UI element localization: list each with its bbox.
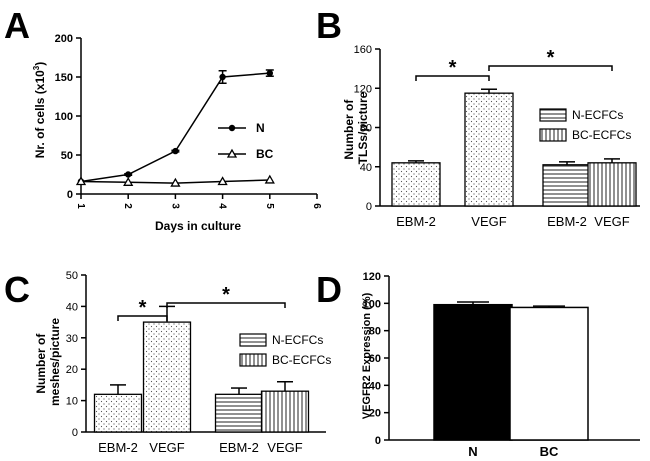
panel-label-a: A [4, 5, 30, 46]
chart-c-legend-swatch [239, 353, 267, 367]
chart-a-point-n [172, 147, 179, 155]
chart-a-point-bc [75, 176, 87, 186]
chart-c-bar [93, 393, 143, 433]
panel-label-c: C [4, 269, 30, 310]
chart-c-category-label: VEGF [149, 440, 184, 455]
chart-d-ytick-label: 40 [369, 380, 381, 392]
chart-a-legend-label-bc: BC [256, 147, 274, 161]
chart-c-ytick-label: 40 [66, 301, 78, 313]
chart-c-legend-swatch [239, 333, 267, 347]
chart-b-significance-bracket [488, 65, 613, 71]
chart-a-ytick-label: 200 [55, 33, 73, 45]
chart-a-xtick-label: 4 [217, 203, 228, 209]
chart-b-bar [587, 162, 637, 207]
chart-c-significance-bracket [166, 302, 286, 308]
chart-d-ytick-label: 100 [363, 298, 381, 310]
chart-b-ylabel-line2: TLSs/picture [356, 91, 370, 164]
chart-d-bar-bc [509, 306, 589, 441]
chart-c-bar [214, 393, 264, 433]
chart-b-bar [542, 164, 592, 207]
chart-a-xtick-label: 1 [75, 203, 86, 209]
chart-b-ytick-label: 80 [360, 123, 372, 135]
chart-b-significance-bracket [415, 75, 490, 81]
chart-b-bar [391, 162, 441, 207]
chart-c-ytick-label: 10 [66, 396, 78, 408]
chart-a-point-n [266, 69, 273, 77]
chart-b-ylabel-line1: Number of [342, 99, 356, 160]
chart-c-legend-label: BC-ECFCs [272, 353, 331, 367]
chart-b-category-label: VEGF [471, 214, 506, 229]
chart-a-point-bc [217, 176, 228, 186]
chart-a-xtick-label: 2 [122, 203, 133, 209]
chart-c-category-label: VEGF [267, 440, 302, 455]
chart-d-category-label: N [468, 444, 477, 459]
chart-b-significance-star: * [449, 57, 457, 79]
chart-a-xtick-label: 5 [264, 203, 275, 209]
chart-b-bar [464, 92, 514, 207]
chart-c-ylabel-line1: Number of [34, 333, 48, 394]
chart-a-xlabel: Days in culture [155, 219, 241, 233]
chart-c-category-label: EBM-2 [219, 440, 259, 455]
chart-a-xtick-label: 3 [169, 203, 180, 209]
chart-c-legend-label: N-ECFCs [272, 333, 323, 347]
chart-a-ylabel: Nr. of cells (x103) [32, 62, 47, 159]
chart-b-legend-swatch [539, 128, 567, 142]
chart-d-ytick-label: 60 [369, 353, 381, 365]
chart-b-ytick-label: 120 [354, 83, 372, 95]
chart-d-category-label: BC [540, 444, 559, 459]
chart-d-ytick-label: 0 [375, 435, 381, 447]
chart-a-point-bc [170, 177, 181, 187]
panel-label-d: D [316, 269, 342, 310]
chart-b-ytick-label: 0 [366, 201, 372, 213]
chart-b-ytick-label: 160 [354, 44, 372, 56]
chart-b-legend-label: N-ECFCs [572, 108, 623, 122]
chart-c-bar [142, 321, 192, 433]
chart-a-point-n [219, 73, 226, 81]
chart-c-ytick-label: 20 [66, 364, 78, 376]
chart-a-point-bc [123, 176, 134, 186]
chart-c-significance-star: * [139, 297, 147, 319]
chart-c-ytick-label: 0 [72, 427, 78, 439]
chart-c-ytick-label: 50 [66, 270, 78, 282]
chart-b-significance-star: * [547, 47, 555, 69]
chart-a-ytick-label: 0 [67, 189, 73, 201]
chart-d-ytick-label: 20 [369, 408, 381, 420]
chart-d-bar-n [433, 303, 513, 441]
chart-c-ylabel-line2: meshes/picture [48, 318, 62, 406]
chart-a-point-bc [264, 174, 275, 184]
chart-b-ytick-label: 40 [360, 162, 372, 174]
chart-d-ytick-label: 120 [363, 271, 381, 283]
chart-b-ylabel: Number of TLSs/picture [342, 91, 370, 164]
chart-a-ytick-label: 100 [55, 111, 73, 123]
chart-c-significance-star: * [222, 284, 230, 306]
chart-a-legend-marker [228, 124, 236, 132]
chart-a-ytick-label: 150 [55, 72, 73, 84]
chart-a-legend-marker [226, 148, 238, 158]
chart-a: Days in culture Nr. of cells (x103) 0 50 1… [32, 33, 322, 233]
chart-a-point-n [125, 171, 132, 178]
chart-c-bar [260, 390, 310, 433]
chart-a-legend-label-n: N [256, 121, 265, 135]
chart-d: VEGFR2 Expression (%) 0 20 40 60 80 100 120 N BC [361, 271, 640, 459]
chart-b-legend-swatch [539, 108, 567, 122]
chart-c-ylabel: Number of meshes/picture [34, 318, 62, 406]
chart-b: Number of TLSs/picture 0 40 80 120 160 EBM-2 V… [342, 44, 640, 229]
panel-label-b: B [316, 5, 342, 46]
chart-d-ylabel: VEGFR2 Expression (%) [361, 292, 373, 419]
chart-b-category-label: EBM-2 [547, 214, 587, 229]
chart-c-ytick-label: 30 [66, 333, 78, 345]
chart-c: Number of meshes/picture 0 10 20 30 40 50 EBM-… [34, 270, 331, 455]
chart-a-xtick-label: 6 [311, 203, 322, 209]
chart-b-category-label: VEGF [594, 214, 629, 229]
chart-b-legend-label: BC-ECFCs [572, 128, 631, 142]
chart-c-significance-bracket [117, 315, 168, 321]
chart-b-category-label: EBM-2 [396, 214, 436, 229]
chart-a-ytick-label: 50 [61, 150, 73, 162]
chart-c-category-label: EBM-2 [98, 440, 138, 455]
chart-d-ytick-label: 80 [369, 326, 381, 338]
